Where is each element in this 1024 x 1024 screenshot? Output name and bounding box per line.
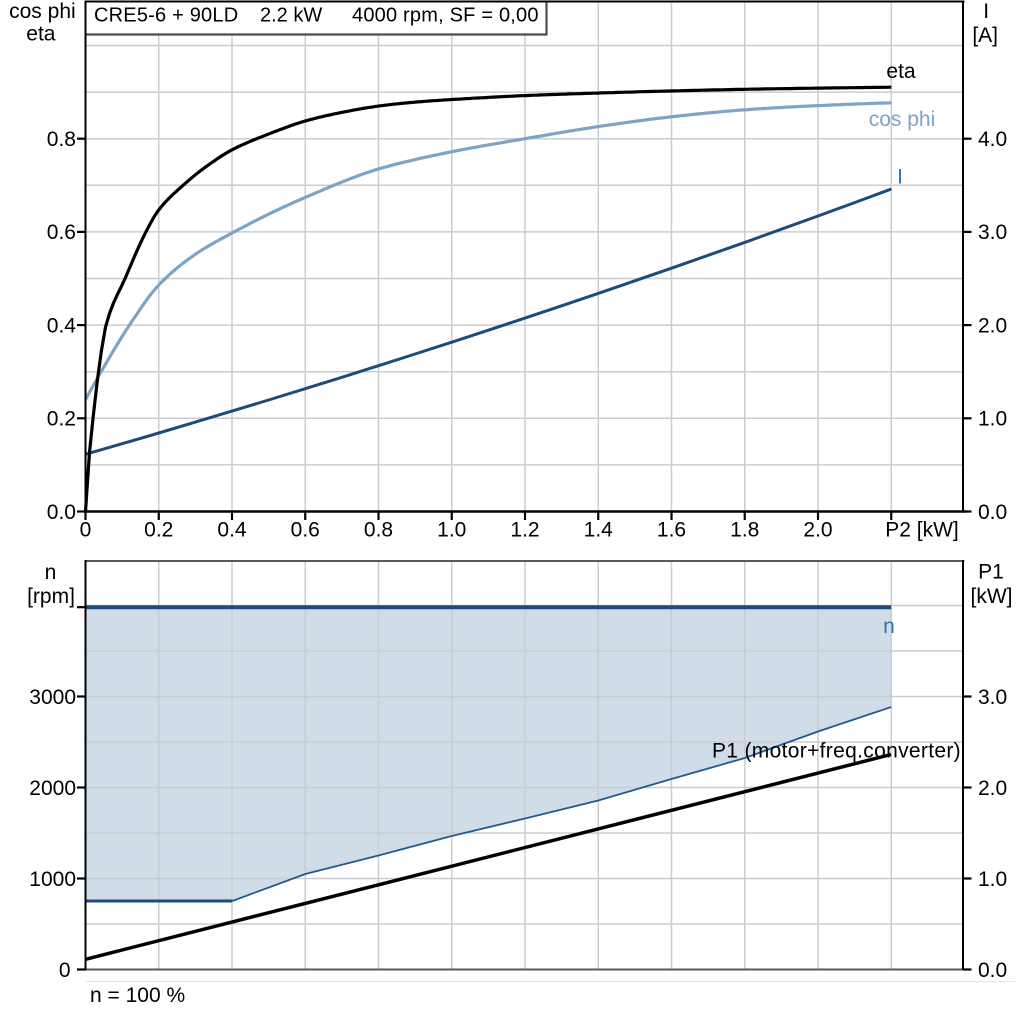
svg-text:n: n	[45, 561, 57, 584]
svg-text:2000: 2000	[29, 777, 76, 800]
svg-text:CRE5-6 + 90LD: CRE5-6 + 90LD	[94, 5, 238, 27]
svg-text:1.0: 1.0	[978, 408, 1007, 431]
svg-text:0.6: 0.6	[47, 221, 76, 244]
svg-text:3.0: 3.0	[978, 221, 1007, 244]
svg-text:1.6: 1.6	[657, 519, 686, 542]
svg-text:3000: 3000	[29, 686, 76, 709]
svg-text:3.0: 3.0	[978, 686, 1007, 709]
svg-text:n: n	[883, 615, 895, 638]
svg-text:cos phi: cos phi	[9, 0, 76, 23]
svg-text:0.8: 0.8	[364, 519, 393, 542]
svg-text:P1: P1	[978, 561, 1004, 584]
svg-text:[kW]: [kW]	[971, 585, 1013, 608]
svg-text:4000 rpm, SF = 0,00: 4000 rpm, SF = 0,00	[352, 5, 539, 27]
svg-text:2.0: 2.0	[978, 314, 1007, 337]
svg-text:cos phi: cos phi	[869, 108, 936, 131]
svg-text:1.4: 1.4	[584, 519, 614, 542]
svg-text:I: I	[983, 0, 989, 23]
svg-text:0.0: 0.0	[978, 959, 1007, 982]
svg-text:I: I	[897, 166, 903, 189]
svg-text:1.8: 1.8	[730, 519, 759, 542]
svg-text:0.8: 0.8	[47, 128, 76, 151]
svg-text:0.4: 0.4	[217, 519, 247, 542]
svg-text:0: 0	[59, 959, 71, 982]
svg-text:[A]: [A]	[972, 24, 998, 47]
svg-text:[rpm]: [rpm]	[27, 585, 75, 608]
svg-text:1.0: 1.0	[437, 519, 466, 542]
svg-text:0.6: 0.6	[291, 519, 320, 542]
svg-text:0: 0	[80, 519, 92, 542]
svg-text:eta: eta	[886, 60, 916, 83]
svg-text:0.0: 0.0	[978, 501, 1007, 524]
svg-text:0.2: 0.2	[144, 519, 173, 542]
svg-text:2.0: 2.0	[978, 777, 1007, 800]
svg-text:1.0: 1.0	[978, 868, 1007, 891]
svg-text:4.0: 4.0	[978, 128, 1007, 151]
svg-text:1.2: 1.2	[510, 519, 539, 542]
svg-text:0.0: 0.0	[47, 501, 76, 524]
svg-text:eta: eta	[26, 22, 56, 45]
svg-text:2.0: 2.0	[803, 519, 832, 542]
svg-text:P2 [kW]: P2 [kW]	[885, 519, 959, 542]
svg-text:1000: 1000	[29, 868, 76, 891]
svg-text:P1 (motor+freq.converter): P1 (motor+freq.converter)	[712, 739, 961, 762]
svg-text:2.2 kW: 2.2 kW	[260, 5, 322, 27]
svg-text:0.4: 0.4	[47, 314, 77, 337]
svg-text:n = 100 %: n = 100 %	[90, 984, 185, 1007]
svg-text:0.2: 0.2	[47, 408, 76, 431]
